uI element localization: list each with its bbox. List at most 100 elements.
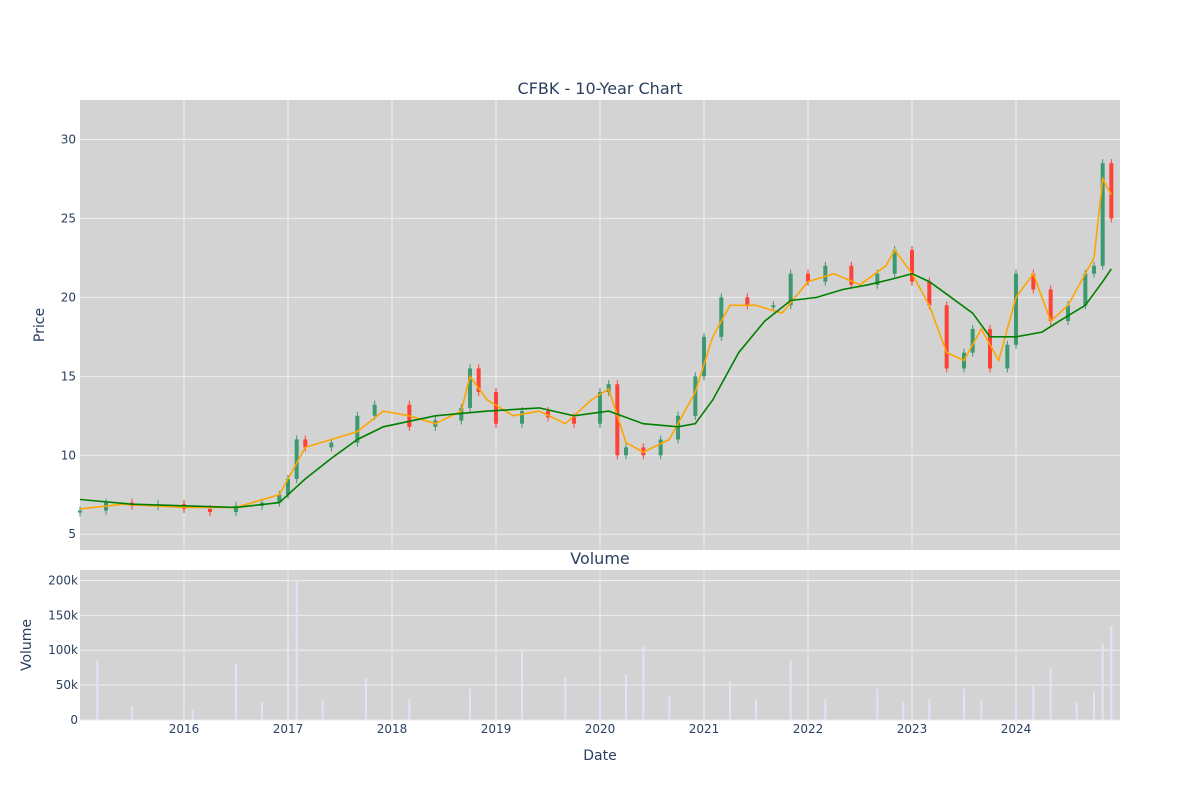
date-x-axis-label: Date — [583, 748, 616, 764]
volume-bar — [729, 681, 731, 720]
candle-body — [806, 273, 810, 282]
volume-bar — [1075, 702, 1078, 720]
candle-body — [988, 328, 992, 369]
candle-body — [875, 273, 880, 285]
price-y-tick-label: 30 — [61, 132, 76, 146]
candle-body — [676, 415, 680, 440]
volume-bar — [287, 639, 289, 720]
candle-body — [1092, 265, 1096, 274]
price-y-tick-label: 5 — [68, 527, 76, 541]
candle-body — [355, 415, 360, 443]
candle-body — [693, 376, 698, 416]
candle-body — [598, 392, 602, 424]
volume-bar — [1015, 702, 1017, 720]
candle-body — [494, 392, 498, 424]
x-tick-label: 2021 — [689, 722, 720, 736]
candle-body — [1005, 344, 1010, 369]
volume-bar — [191, 709, 194, 720]
candle-body — [294, 439, 299, 479]
x-tick-label: 2022 — [793, 722, 824, 736]
price-moving-averages — [79, 176, 1113, 510]
candle-body — [286, 478, 290, 495]
volume-y-tick-label: 50k — [56, 678, 78, 692]
volume-bar — [625, 674, 627, 720]
volume-bar — [261, 702, 263, 720]
candle-body — [624, 447, 628, 456]
candle-body — [303, 439, 308, 448]
volume-bar — [564, 678, 567, 720]
candle-body — [572, 417, 576, 424]
candle-body — [615, 384, 620, 456]
volume-bar — [963, 688, 965, 720]
volume-subtitle: Volume — [570, 549, 630, 568]
volume-bars — [96, 580, 1113, 720]
volume-bar — [365, 678, 367, 720]
candle-body — [1048, 289, 1053, 322]
volume-bar — [469, 688, 471, 720]
ma-short-line — [79, 176, 1113, 510]
candle-body — [468, 368, 472, 408]
candle-body — [702, 336, 706, 377]
volume-bar — [1110, 625, 1113, 720]
candle-body — [1083, 273, 1088, 306]
volume-bar — [321, 699, 324, 720]
volume-y-ticks: 0 50k 100k 150k 200k — [48, 573, 78, 727]
candle-body — [1066, 305, 1070, 322]
x-tick-label: 2020 — [585, 722, 616, 736]
candle-body — [970, 328, 975, 353]
volume-bar — [1101, 643, 1104, 720]
candle-body — [1031, 273, 1036, 290]
candle-body — [1100, 163, 1105, 266]
candle-body — [277, 494, 282, 503]
candle-body — [788, 273, 793, 306]
candle-body — [658, 439, 663, 456]
candle-body — [719, 297, 724, 337]
volume-y-tick-label: 100k — [48, 643, 78, 657]
x-tick-label: 2017 — [273, 722, 304, 736]
volume-bar — [824, 699, 827, 720]
volume-bar — [96, 660, 99, 720]
volume-y-tick-label: 200k — [48, 573, 78, 587]
candle-body — [771, 305, 776, 308]
candle-body — [910, 250, 914, 282]
candle-body — [78, 510, 82, 513]
candle-body — [476, 368, 481, 393]
volume-bar — [1093, 692, 1095, 720]
candle-body — [329, 442, 334, 448]
x-tick-label: 2018 — [377, 722, 408, 736]
volume-bar — [521, 650, 523, 720]
x-tick-label: 2024 — [1001, 722, 1032, 736]
volume-bar — [980, 699, 983, 720]
volume-bar — [703, 678, 705, 720]
candle-body — [745, 297, 750, 306]
volume-bar — [789, 660, 792, 720]
candle-body — [520, 411, 524, 424]
date-x-ticks: 2016 2017 2018 2019 2020 2021 2022 2023 2024 — [169, 722, 1032, 736]
candle-body — [234, 505, 238, 513]
price-y-tick-label: 15 — [61, 369, 76, 383]
candle-body — [1109, 163, 1114, 219]
price-y-ticks: 5 10 15 20 25 30 — [61, 132, 76, 541]
volume-bar — [408, 699, 411, 720]
candle-body — [823, 265, 828, 282]
volume-bar — [876, 688, 879, 720]
volume-bar — [131, 706, 133, 720]
price-y-tick-label: 10 — [61, 448, 76, 462]
price-y-tick-label: 20 — [61, 290, 76, 304]
volume-bar — [295, 580, 298, 720]
volume-bar — [642, 646, 645, 720]
volume-bar — [668, 695, 671, 720]
volume-y-tick-label: 0 — [70, 713, 78, 727]
volume-y-axis-label: Volume — [19, 619, 35, 671]
price-y-axis-label: Price — [32, 308, 48, 342]
candle-body — [1014, 273, 1018, 345]
volume-bar — [235, 664, 237, 720]
volume-bar — [902, 702, 905, 720]
volume-bar — [599, 692, 601, 720]
volume-bar — [928, 699, 931, 720]
candle-body — [546, 411, 550, 418]
x-tick-label: 2016 — [169, 722, 200, 736]
price-gridlines — [80, 100, 1120, 550]
candle-body — [849, 265, 854, 285]
